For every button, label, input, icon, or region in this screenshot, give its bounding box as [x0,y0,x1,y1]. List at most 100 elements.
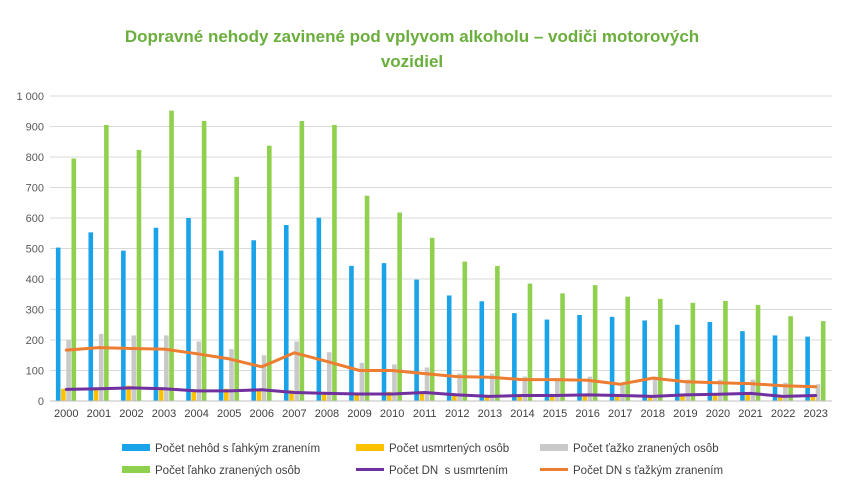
bar-pocet-tazko-zranenych-osob-2012 [457,373,462,401]
bar-pocet-nehod-s-lahkym-zranenim-2010 [381,263,387,401]
bar-pocet-lahko-zranenych-osob-2010 [397,212,402,401]
x-tick-label: 2004 [184,408,208,420]
x-tick-label: 2008 [315,408,339,420]
chart-title-line: Dopravné nehody zavinené pod vplyvom alk… [125,27,699,46]
bar-pocet-nehod-s-lahkym-zranenim-2007 [283,225,289,401]
x-tick-label: 2010 [380,408,404,420]
bar-pocet-usmrtenych-osob-2011 [419,393,425,401]
bar-pocet-usmrtenych-osob-2008 [321,391,327,401]
bar-pocet-tazko-zranenych-osob-2003 [164,335,169,401]
bar-pocet-tazko-zranenych-osob-2010 [392,364,397,401]
bar-pocet-nehod-s-lahkym-zranenim-2011 [414,279,419,401]
bar-pocet-usmrtenych-osob-2023 [810,395,816,401]
y-tick-label: 1 000 [16,91,44,103]
bar-pocet-lahko-zranenych-osob-2009 [364,195,370,401]
x-tick-label: 2003 [152,408,176,420]
bar-pocet-usmrtenych-osob-2007 [289,390,294,401]
y-tick-label: 900 [26,122,44,134]
bar-pocet-nehod-s-lahkym-zranenim-2003 [153,227,159,401]
x-axis: 2000 2001 2002 2003 2004 2005 2006 2007 2008 2009… [50,400,832,420]
line-pocet-dn-s-tazkym-zranenim [64,346,818,389]
bar-pocet-usmrtenych-osob-2001 [93,387,99,401]
bar-pocet-nehod-s-lahkym-zranenim-2009 [349,265,354,401]
legend-label: Počet ťažko zranených osôb [573,443,719,455]
x-tick-label: 2009 [347,408,371,420]
bar-pocet-usmrtenych-osob-2000 [61,388,66,401]
bar-pocet-tazko-zranenych-osob-2023 [815,384,821,401]
legend-label: Počet DN s usmrtením [389,465,508,477]
x-tick-label: 2013 [478,408,502,420]
x-tick-label: 2023 [803,408,827,420]
x-tick-label: 2012 [445,408,469,420]
bar-pocet-nehod-s-lahkym-zranenim-2023 [805,336,810,401]
bar-pocet-nehod-s-lahkym-zranenim-2013 [479,301,485,401]
x-tick-label: 2020 [706,408,730,420]
bar-pocet-tazko-zranenych-osob-2001 [98,333,104,401]
x-tick-label: 2005 [217,408,241,420]
bar-pocet-lahko-zranenych-osob-2022 [788,316,793,401]
bar-pocet-lahko-zranenych-osob-2004 [201,121,207,401]
y-tick-label: 200 [26,335,44,347]
bar-pocet-usmrtenych-osob-2022 [777,396,783,401]
bar-pocet-usmrtenych-osob-2014 [517,394,522,401]
bar-pocet-lahko-zranenych-osob-2007 [299,121,305,401]
y-tick-label: 0 [38,396,44,408]
bar-pocet-usmrtenych-osob-2005 [224,388,229,401]
bar-pocet-nehod-s-lahkym-zranenim-2017 [609,316,615,401]
bar-pocet-usmrtenych-osob-2017 [615,395,620,401]
bar-pocet-nehod-s-lahkym-zranenim-2002 [121,250,126,401]
y-axis-tick-labels: 0 100 200 300 400 500 600 700 800 900 1 000 [16,91,44,408]
bar-pocet-tazko-zranenych-osob-2018 [652,376,658,401]
legend-item-pocet-dn-s-tazkym-zranenim: Počet DN s ťažkým zranením [540,465,723,477]
bar-pocet-tazko-zranenych-osob-2016 [587,376,593,401]
bar-pocet-nehod-s-lahkym-zranenim-2000 [55,247,61,401]
x-tick-label: 2001 [87,408,111,420]
legend: Počet nehôd s ľahkým zranením Počet usmrt… [122,443,723,477]
bar-pocet-lahko-zranenych-osob-2000 [71,158,77,401]
y-tick-label: 700 [26,183,44,195]
bar-pocet-usmrtenych-osob-2021 [745,393,750,401]
legend-swatch [122,466,150,473]
bar-pocet-lahko-zranenych-osob-2019 [690,302,696,401]
x-tick-label: 2007 [282,408,306,420]
bar-pocet-tazko-zranenych-osob-2002 [131,335,137,401]
legend-swatch [540,444,568,451]
y-tick-label: 400 [26,274,44,286]
y-tick-label: 800 [26,152,44,164]
bar-pocet-lahko-zranenych-osob-2020 [723,300,728,401]
x-tick-label: 2021 [738,408,762,420]
legend-item-pocet-nehod-s-lahkym-zranenim: Počet nehôd s ľahkým zranením [122,443,320,455]
bar-pocet-tazko-zranenych-osob-2007 [294,341,299,401]
bar-pocet-tazko-zranenych-osob-2008 [326,352,332,401]
bar-pocet-nehod-s-lahkym-zranenim-2019 [674,324,680,401]
y-tick-label: 500 [26,244,44,256]
bar-pocet-usmrtenych-osob-2004 [191,389,197,401]
y-tick-label: 600 [26,213,44,225]
x-tick-label: 2017 [608,408,632,420]
legend-swatch [122,444,150,451]
bar-pocet-lahko-zranenych-osob-2015 [560,293,565,401]
bar-pocet-lahko-zranenych-osob-2001 [104,124,109,401]
bar-pocet-tazko-zranenych-osob-2020 [717,379,723,401]
legend-label: Počet DN s ťažkým zranením [573,465,723,477]
x-tick-label: 2006 [250,408,274,420]
line-pocet-dn-s-usmrtenim [64,386,818,398]
bar-pocet-lahko-zranenych-osob-2005 [234,176,240,401]
bar-pocet-lahko-zranenych-osob-2003 [169,110,174,401]
bar-pocet-usmrtenych-osob-2013 [484,396,490,401]
bar-pocet-tazko-zranenych-osob-2004 [196,341,202,401]
bar-pocet-tazko-zranenych-osob-2000 [66,340,71,401]
bar-pocet-nehod-s-lahkym-zranenim-2014 [512,313,517,401]
legend-item-pocet-tazko-zranenych-osob: Počet ťažko zranených osôb [540,443,719,455]
bar-pocet-tazko-zranenych-osob-2006 [261,355,267,401]
x-tick-label: 2016 [575,408,599,420]
bar-pocet-usmrtenych-osob-2016 [582,394,588,401]
x-tick-label: 2019 [673,408,697,420]
bar-pocet-nehod-s-lahkym-zranenim-2004 [186,218,191,401]
bar-pocet-lahko-zranenych-osob-2011 [429,237,435,401]
legend-item-pocet-dn-s-usmrtenim: Počet DN s usmrtením [356,465,508,477]
bar-pocet-tazko-zranenych-osob-2011 [424,367,430,401]
bar-pocet-nehod-s-lahkym-zranenim-2020 [707,322,713,401]
